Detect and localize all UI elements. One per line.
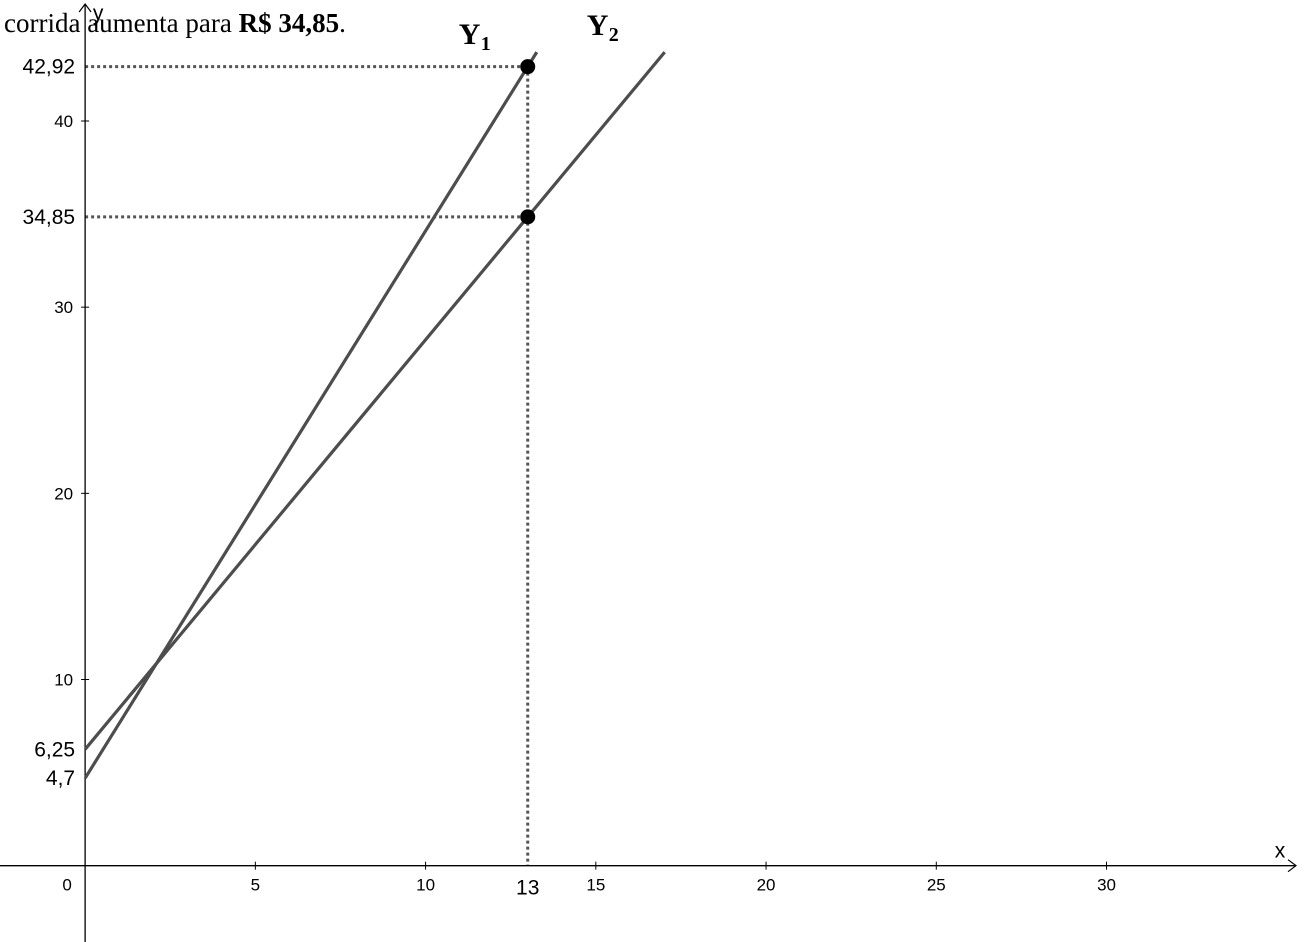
x-axis-label: x — [1275, 840, 1286, 863]
x-tick-label: 5 — [251, 876, 260, 895]
y-highlight-label: 6,25 — [34, 738, 75, 761]
data-point-1 — [520, 59, 536, 75]
y-tick-label: 20 — [54, 484, 73, 503]
y-axis-label: y — [93, 2, 104, 25]
origin-label: 0 — [62, 876, 71, 895]
data-point-2 — [520, 209, 536, 225]
caption-prefix: corrida aumenta para — [4, 8, 239, 38]
caption-price: R$ 34,85 — [238, 8, 340, 38]
x-tick-label: 10 — [416, 876, 435, 895]
x-tick-label: 25 — [927, 876, 946, 895]
x-tick-label: 20 — [757, 876, 776, 895]
y-tick-label: 40 — [54, 112, 73, 131]
y-highlight-label: 42,92 — [23, 56, 76, 79]
series-label-2: Y — [587, 9, 609, 42]
caption-suffix: . — [339, 8, 346, 38]
y-highlight-label: 4,7 — [46, 767, 75, 790]
x-tick-label: 15 — [586, 876, 605, 895]
y-tick-label: 10 — [54, 671, 73, 690]
caption-text: corrida aumenta para R$ 34,85. — [4, 8, 346, 39]
x-axis-arrow — [1287, 859, 1297, 873]
series-label-1: Y — [459, 18, 481, 51]
series-line-2 — [83, 51, 666, 751]
x-highlight-label: 13 — [516, 877, 539, 900]
series-label-sub-2: 2 — [609, 24, 619, 46]
y-axis-arrow — [78, 3, 92, 13]
x-tick-label: 30 — [1097, 876, 1116, 895]
series-label-sub-1: 1 — [481, 33, 491, 55]
y-tick-label: 30 — [54, 298, 73, 317]
y-highlight-label: 34,85 — [23, 206, 76, 229]
